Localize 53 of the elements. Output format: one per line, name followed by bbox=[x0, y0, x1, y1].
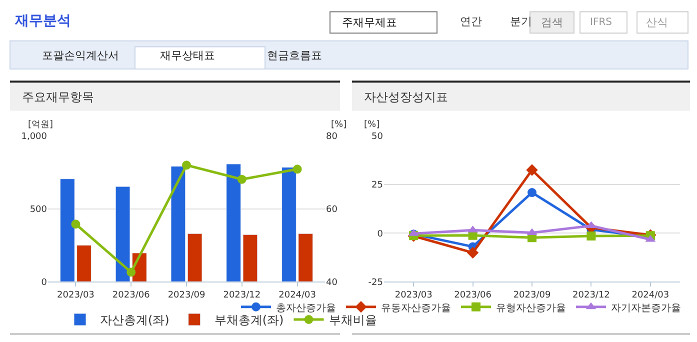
y2-tick-label: 40 bbox=[326, 278, 338, 288]
y-tick-label: -25 bbox=[368, 278, 383, 288]
legend-label: 유형자산증가율 bbox=[496, 302, 566, 314]
y-tick-label: 25 bbox=[372, 180, 383, 191]
x-tick-label: 2023/12 bbox=[572, 290, 610, 300]
text: 포괄손익계산서 bbox=[42, 49, 119, 62]
x-tick-label: 2024/03 bbox=[278, 290, 316, 300]
point bbox=[71, 220, 80, 229]
bar bbox=[170, 166, 186, 282]
x-tick-label: 2023/09 bbox=[513, 290, 551, 300]
point bbox=[466, 246, 479, 259]
legend-label: 자산총계(좌) bbox=[100, 313, 170, 328]
y-tick-label: 0 bbox=[377, 229, 384, 240]
text: 주재무제표 bbox=[342, 16, 397, 29]
x-tick-label: 2023/06 bbox=[454, 290, 492, 300]
y-tick-label: 50 bbox=[372, 132, 384, 142]
chart-title: 자산성장성지표 bbox=[364, 90, 448, 104]
point bbox=[528, 188, 536, 198]
y2-axis-title: [%] bbox=[331, 120, 347, 130]
point bbox=[292, 164, 302, 174]
point bbox=[586, 232, 596, 241]
point bbox=[237, 174, 246, 184]
x-tick-label: 2023/12 bbox=[223, 290, 261, 300]
bar bbox=[187, 233, 202, 282]
legend-label: 총자산증가율 bbox=[276, 302, 336, 314]
x-tick-label: 2024/03 bbox=[632, 290, 670, 300]
legend-label: 부채총계(좌) bbox=[214, 313, 284, 328]
x-tick-label: 2023/09 bbox=[168, 290, 206, 300]
text: 재무분석 bbox=[14, 13, 71, 29]
text: 연간 bbox=[460, 15, 482, 28]
y-axis-title: [억원] bbox=[28, 120, 54, 130]
y-tick-label: 500 bbox=[30, 204, 48, 215]
y-axis-title: [%] bbox=[364, 120, 380, 130]
x-tick-label: 2023/03 bbox=[57, 290, 94, 300]
y2-tick-label: 60 bbox=[326, 204, 338, 215]
legend-label: 유동자산증가율 bbox=[381, 302, 451, 314]
text: 산식 bbox=[646, 16, 668, 29]
point bbox=[126, 268, 136, 277]
point bbox=[526, 164, 538, 176]
x-tick-label: 2023/03 bbox=[394, 290, 432, 300]
y2-tick-label: 80 bbox=[326, 132, 338, 142]
chart-title: 주요재무항목 bbox=[22, 90, 94, 104]
text: IFRS bbox=[590, 17, 612, 28]
text: 현금흐름표 bbox=[267, 49, 322, 62]
legend-label: 부채비율 bbox=[328, 313, 377, 328]
y-tick-label: 1,000 bbox=[21, 132, 48, 142]
text: 검색 bbox=[541, 16, 563, 29]
y-tick-label: 0 bbox=[41, 278, 48, 288]
text: 분기 bbox=[510, 15, 532, 28]
point bbox=[182, 160, 191, 170]
text: 재무상태표 bbox=[160, 49, 215, 62]
x-tick-label: 2023/06 bbox=[112, 290, 150, 300]
legend-label: 자기자본증가율 bbox=[611, 302, 681, 314]
